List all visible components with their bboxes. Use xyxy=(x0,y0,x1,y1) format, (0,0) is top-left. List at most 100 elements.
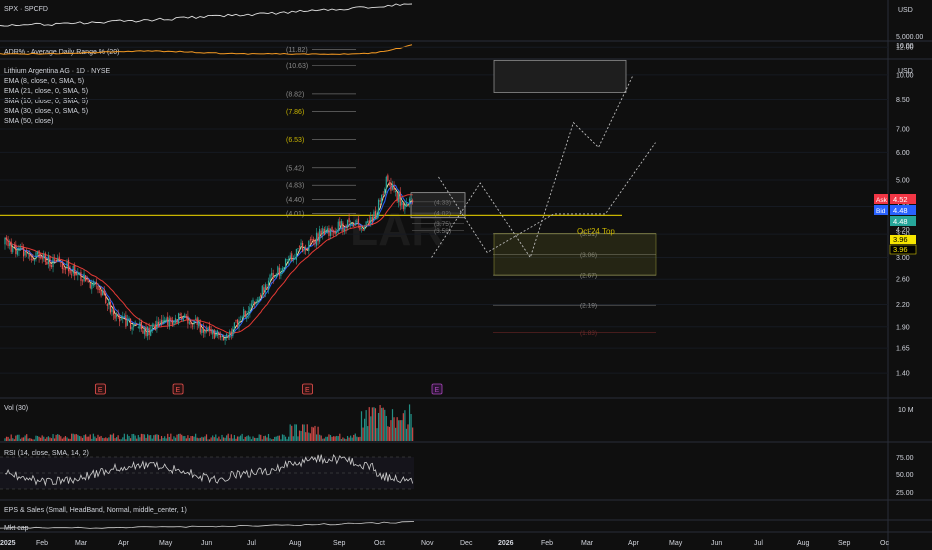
volume-bar-244 xyxy=(382,407,384,441)
candle-body-215 xyxy=(337,221,339,232)
candle-body-28 xyxy=(47,255,49,265)
target-label-3: (2.19) xyxy=(580,303,597,310)
earnings-marker-box-3 xyxy=(431,383,443,395)
target-label-4: (1.83) xyxy=(580,330,597,337)
candle-body-255 xyxy=(399,191,401,206)
volume-bar-248 xyxy=(388,426,390,441)
volume-bar-168 xyxy=(264,435,266,441)
volume-bar-167 xyxy=(263,436,265,441)
earnings-marker-label-1: E xyxy=(176,387,181,394)
candle-body-105 xyxy=(167,316,169,325)
volume-bar-126 xyxy=(199,437,201,441)
candle-body-186 xyxy=(292,259,294,261)
volume-bar-241 xyxy=(377,412,380,441)
volume-bar-80 xyxy=(128,435,130,441)
volume-bar-83 xyxy=(133,433,135,441)
volume-bar-21 xyxy=(36,435,39,441)
candle-body-116 xyxy=(184,314,186,318)
volume-bar-190 xyxy=(298,430,301,441)
candle-body-241 xyxy=(377,199,380,216)
candle-body-208 xyxy=(326,228,328,231)
rsi-pane-label: RSI (14, close, SMA, 14, 2) xyxy=(4,450,89,457)
volume-bar-155 xyxy=(244,436,246,441)
candle-body-248 xyxy=(388,182,390,185)
candle-body-135 xyxy=(213,329,215,339)
volume-bar-132 xyxy=(209,439,211,441)
volume-bar-261 xyxy=(408,404,411,441)
volume-bar-6 xyxy=(13,439,15,441)
candle-body-260 xyxy=(407,204,409,206)
y-tick-5: 5.00 xyxy=(896,178,910,185)
fib-upper-label-4: (6.53) xyxy=(286,137,304,144)
fib-upper-label-2: (8.82) xyxy=(286,91,304,98)
candle-body-8 xyxy=(16,250,18,255)
volume-pane-label: Vol (30) xyxy=(4,405,28,412)
volume-bar-75 xyxy=(120,439,122,441)
y-tick-11: 1.90 xyxy=(896,324,910,331)
candle-body-24 xyxy=(41,256,43,260)
volume-bar-70 xyxy=(112,433,115,441)
x-tick-13: Feb xyxy=(541,540,553,547)
volume-bar-87 xyxy=(139,437,141,441)
candle-body-62 xyxy=(100,289,102,296)
volume-bar-198 xyxy=(311,426,313,441)
candle-body-217 xyxy=(340,220,342,227)
earnings-marker-box-1 xyxy=(172,383,184,395)
candle-body-164 xyxy=(258,296,260,301)
candle-body-58 xyxy=(94,281,96,283)
candle-body-205 xyxy=(322,228,324,235)
volume-bar-187 xyxy=(294,424,296,441)
svg-text:4.48: 4.48 xyxy=(893,217,908,226)
volume-bar-89 xyxy=(142,434,144,441)
candle-body-175 xyxy=(275,273,277,278)
candle-body-239 xyxy=(374,210,377,219)
volume-bar-217 xyxy=(340,439,342,441)
candle-body-54 xyxy=(88,280,90,282)
candle-body-165 xyxy=(260,294,262,297)
volume-bar-88 xyxy=(140,433,142,441)
volume-bar-221 xyxy=(346,435,349,441)
fib-upper-label-1: (10.63) xyxy=(286,63,308,70)
earnings-marker-box-2 xyxy=(302,383,313,395)
candle-body-76 xyxy=(122,316,124,318)
volume-bar-171 xyxy=(269,438,271,441)
volume-bar-161 xyxy=(253,437,256,441)
volume-bar-183 xyxy=(288,436,290,441)
candle-body-224 xyxy=(351,223,353,225)
x-tick-0: 2025 xyxy=(0,540,16,547)
volume-bar-59 xyxy=(95,438,98,441)
candle-body-207 xyxy=(325,229,327,233)
candle-body-235 xyxy=(368,220,370,224)
volume-bar-139 xyxy=(219,439,222,441)
volume-bar-220 xyxy=(345,439,347,441)
volume-bar-72 xyxy=(116,437,118,441)
candle-body-145 xyxy=(229,331,231,338)
volume-bar-169 xyxy=(266,437,268,441)
candle-body-243 xyxy=(381,194,383,204)
target-zone-low xyxy=(493,233,657,276)
volume-bar-65 xyxy=(105,437,107,441)
volume-bar-178 xyxy=(280,439,282,441)
volume-bar-2 xyxy=(7,436,9,441)
candle-body-169 xyxy=(266,286,268,290)
candle-body-18 xyxy=(32,259,34,261)
candle-body-97 xyxy=(154,324,156,330)
volume-pane xyxy=(4,404,414,441)
candle-body-107 xyxy=(170,317,172,321)
volume-bar-101 xyxy=(160,435,163,441)
candle-body-179 xyxy=(281,268,284,273)
volume-bar-150 xyxy=(236,436,239,441)
candle-body-81 xyxy=(129,318,132,329)
volume-bar-76 xyxy=(122,437,124,441)
volume-bar-31 xyxy=(52,434,54,441)
candle-body-25 xyxy=(43,253,45,259)
candle-body-108 xyxy=(171,320,173,325)
volume-bar-98 xyxy=(156,434,158,441)
volume-bar-30 xyxy=(50,438,53,441)
volume-bar-186 xyxy=(292,436,294,441)
candles xyxy=(4,173,414,345)
volume-bar-60 xyxy=(97,434,99,441)
x-tick-12: 2026 xyxy=(498,540,514,547)
